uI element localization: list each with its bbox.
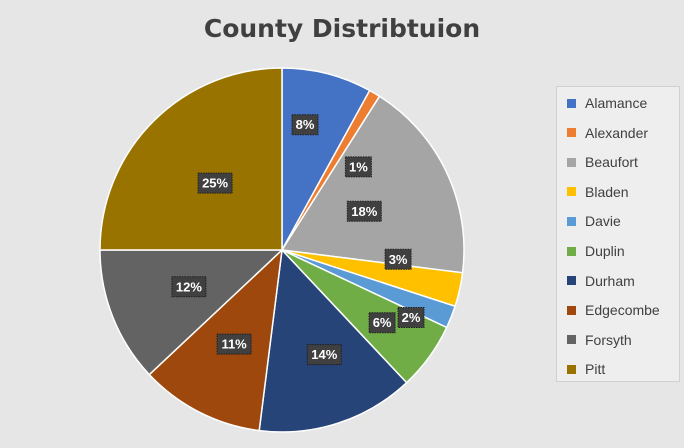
data-label-text: 11% xyxy=(221,337,247,352)
data-label-box xyxy=(344,156,372,178)
data-label-durham: 14% xyxy=(306,344,342,366)
data-label-box xyxy=(368,312,396,334)
data-label-box xyxy=(346,200,382,222)
legend-item-edgecombe: Edgecombe xyxy=(567,300,660,320)
legend-item-beaufort: Beaufort xyxy=(567,152,638,172)
pie-slice-edgecombe xyxy=(148,248,284,432)
data-label-text: 3% xyxy=(389,252,408,267)
data-label-alexander: 1% xyxy=(344,156,372,178)
pie-slice-forsyth xyxy=(99,249,284,376)
legend-label: Edgecombe xyxy=(585,302,660,319)
legend-swatch xyxy=(567,157,576,167)
data-label-text: 8% xyxy=(296,117,315,132)
data-label-box xyxy=(171,276,207,298)
legend-item-forsyth: Forsyth xyxy=(567,330,632,350)
legend-label: Davie xyxy=(585,213,621,230)
legend-swatch xyxy=(567,276,576,286)
data-label-duplin: 6% xyxy=(368,312,396,334)
legend-label: Bladen xyxy=(585,183,629,200)
legend-item-davie: Davie xyxy=(567,211,621,231)
legend-item-duplin: Duplin xyxy=(567,241,625,261)
data-label-pitt: 25% xyxy=(197,172,233,194)
data-label-edgecombe: 11% xyxy=(216,333,252,355)
data-label-text: 25% xyxy=(202,176,228,191)
data-label-box xyxy=(197,172,233,194)
legend-swatch xyxy=(567,187,576,197)
legend-swatch xyxy=(567,335,576,345)
legend: Alamance Alexander Beaufort Bladen Davie Dupl… xyxy=(556,86,680,382)
legend-label: Duplin xyxy=(585,243,625,259)
legend-item-pitt: Pitt xyxy=(567,359,605,379)
data-label-box xyxy=(306,344,342,366)
legend-item-durham: Durham xyxy=(567,271,635,291)
data-label-text: 2% xyxy=(402,310,421,325)
data-label-bladen: 3% xyxy=(384,248,412,270)
data-label-text: 18% xyxy=(351,204,377,219)
pie-slice-pitt xyxy=(99,67,283,251)
legend-label: Alamance xyxy=(585,95,648,111)
data-label-box xyxy=(291,114,319,136)
data-label-box xyxy=(216,333,252,355)
data-label-beaufort: 18% xyxy=(346,200,382,222)
data-label-box xyxy=(397,307,425,328)
pie-slice-alamance xyxy=(281,67,371,251)
legend-swatch xyxy=(567,305,576,315)
legend-label: Alexander xyxy=(585,124,649,141)
data-label-box xyxy=(384,248,412,270)
legend-label: Durham xyxy=(585,272,635,289)
data-label-text: 1% xyxy=(349,159,368,174)
legend-swatch xyxy=(567,216,576,226)
legend-label: Forsyth xyxy=(585,331,632,348)
legend-swatch xyxy=(567,364,576,374)
chart-title: County Distribtuion xyxy=(203,14,481,43)
legend-item-bladen: Bladen xyxy=(567,182,629,202)
data-label-text: 12% xyxy=(176,279,202,294)
data-label-text: 6% xyxy=(373,315,392,330)
legend-item-alexander: Alexander xyxy=(567,123,648,143)
legend-label: Pitt xyxy=(585,361,606,378)
legend-label: Beaufort xyxy=(585,154,638,171)
pie-slice-durham xyxy=(258,248,408,433)
pie-slice-beaufort xyxy=(280,95,465,274)
legend-swatch xyxy=(567,246,576,256)
legend-item-alamance: Alamance xyxy=(567,93,647,113)
data-label-alamance: 8% xyxy=(291,114,319,136)
data-label-davie: 2% xyxy=(397,307,425,328)
legend-swatch xyxy=(567,98,576,108)
data-label-text: 14% xyxy=(311,347,337,362)
data-label-forsyth: 12% xyxy=(171,276,207,298)
legend-swatch xyxy=(567,128,576,138)
